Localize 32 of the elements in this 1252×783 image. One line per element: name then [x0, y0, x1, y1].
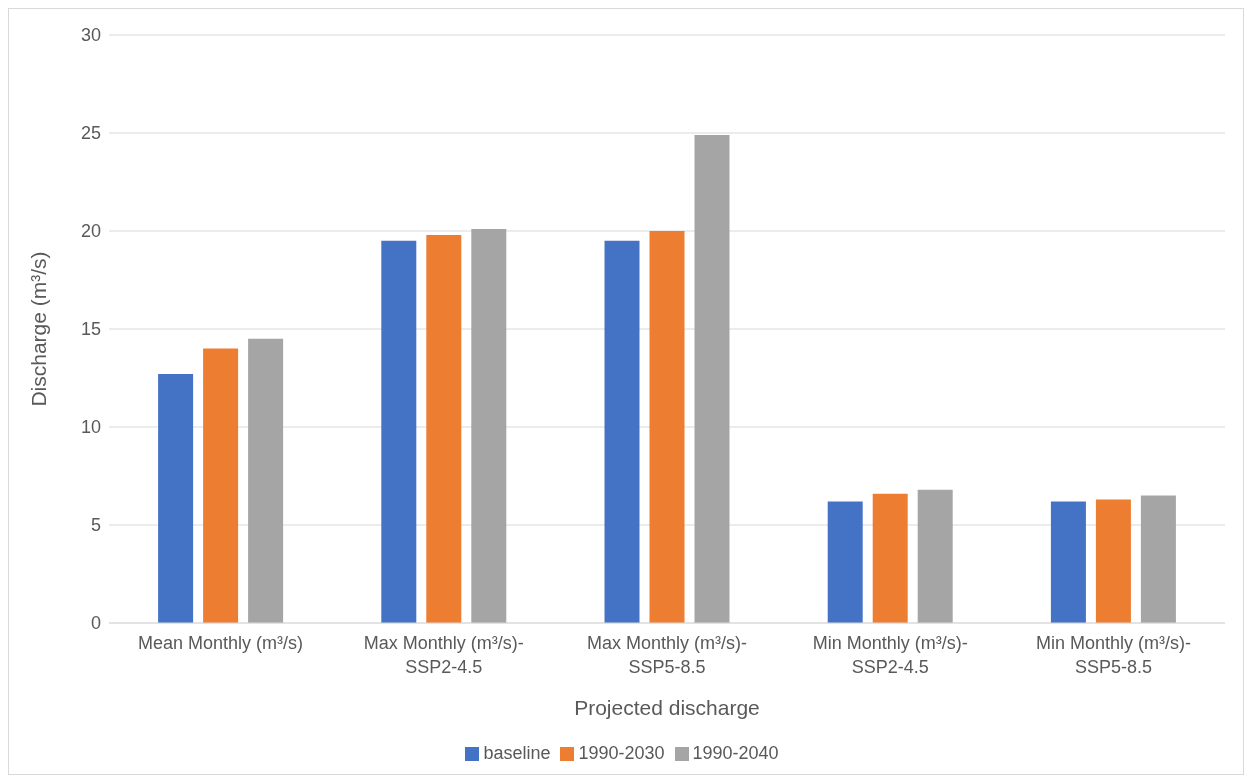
bar [471, 229, 507, 623]
legend-label: 1990-2040 [692, 743, 779, 763]
bar [604, 240, 640, 623]
bar [694, 134, 730, 623]
y-tick-label: 20 [80, 221, 101, 242]
bar [827, 501, 863, 623]
bar [1140, 495, 1176, 623]
bar [872, 493, 908, 623]
bar [426, 234, 462, 623]
y-tick-label: 0 [90, 613, 101, 634]
legend-label: baseline [483, 743, 551, 763]
x-tick-label: Min Monthly (m³/s)-SSP2-4.5 [812, 633, 968, 677]
y-tick-label: 10 [80, 417, 101, 438]
bar [248, 338, 284, 623]
y-tick-label: 30 [80, 25, 101, 46]
x-tick-label: Mean Monthly (m³/s) [138, 633, 304, 653]
y-tick-label: 5 [90, 515, 101, 536]
x-tick-label: Max Monthly (m³/s)-SSP5-8.5 [586, 633, 748, 677]
y-tick-label: 25 [80, 123, 101, 144]
y-axis-title: Discharge (m³/s) [27, 251, 51, 407]
x-axis-title: Projected discharge [574, 696, 760, 719]
x-tick-label: Min Monthly (m³/s)-SSP5-8.5 [1035, 633, 1191, 677]
y-tick-label: 15 [80, 319, 101, 340]
bar [203, 348, 239, 623]
bar [1050, 501, 1086, 623]
bar [917, 489, 953, 623]
legend-label: 1990-2030 [578, 743, 665, 763]
x-tick-label: Max Monthly (m³/s)-SSP2-4.5 [363, 633, 524, 677]
bar [649, 231, 685, 623]
bar [158, 374, 194, 623]
bar [1095, 499, 1131, 623]
bar [381, 240, 417, 623]
